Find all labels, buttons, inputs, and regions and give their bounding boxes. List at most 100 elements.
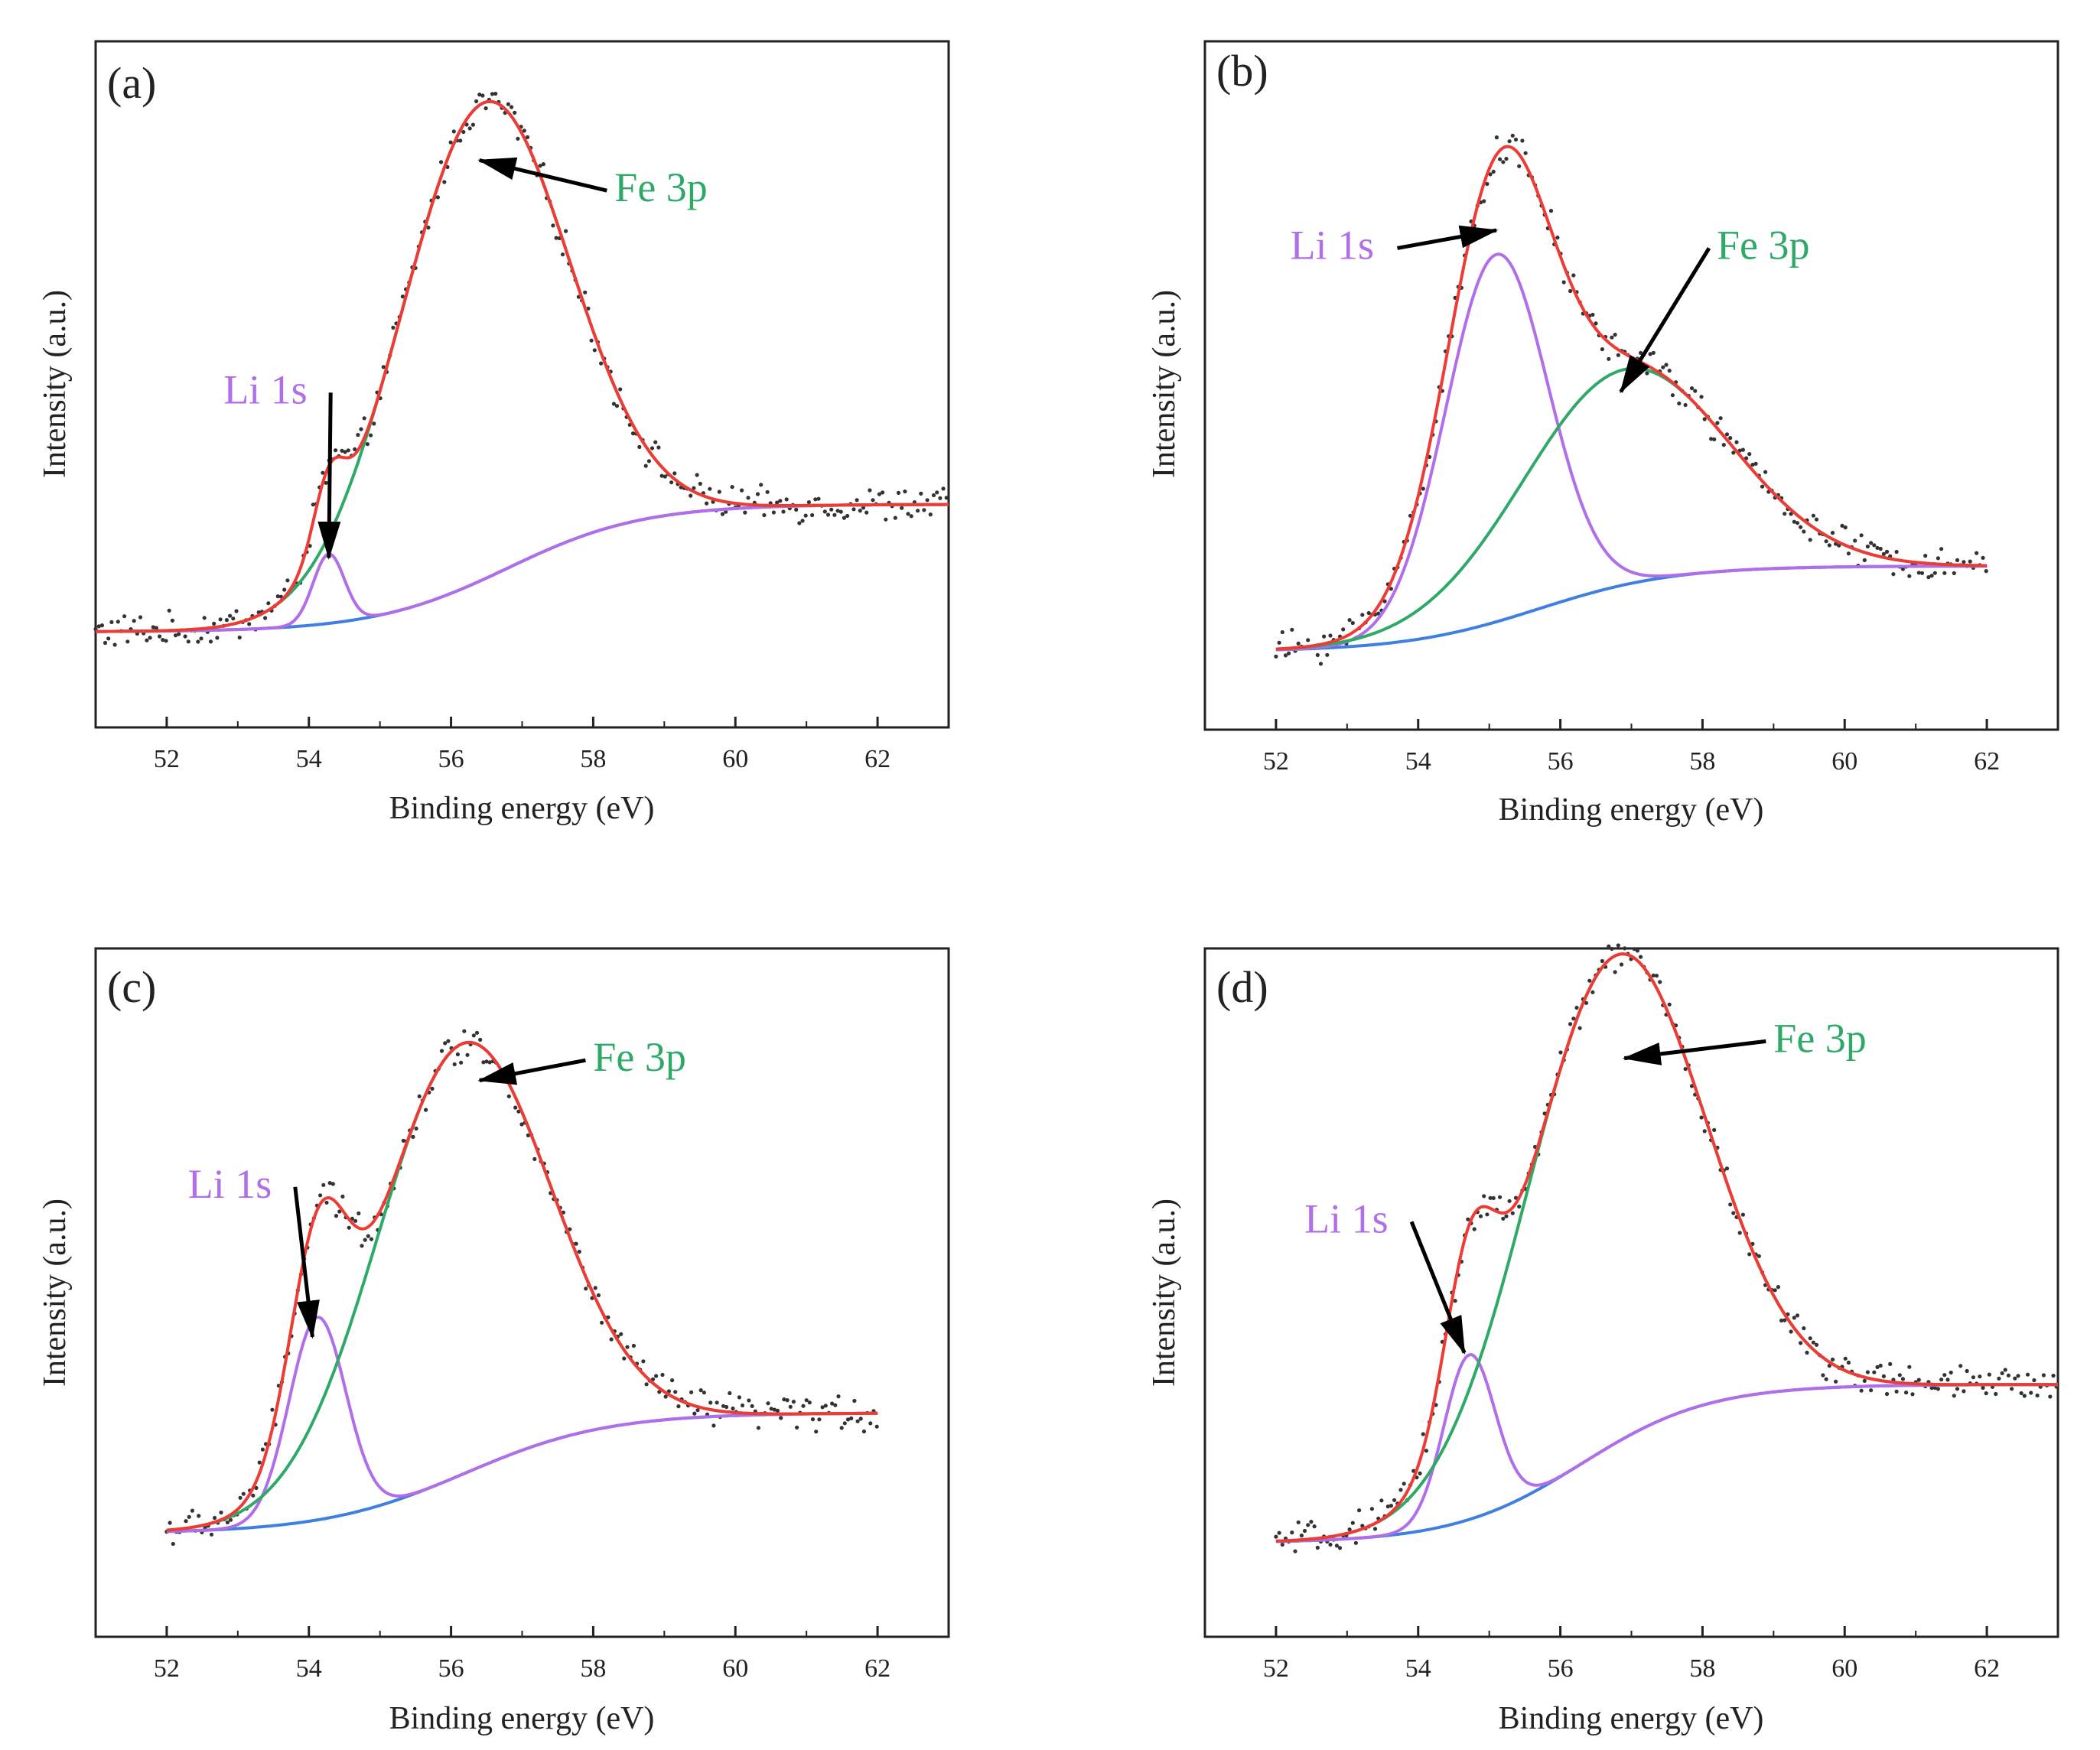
annotation-arrow bbox=[477, 157, 607, 193]
raw-data-point bbox=[1376, 611, 1381, 616]
raw-data-point bbox=[762, 512, 767, 518]
raw-data-point bbox=[96, 624, 101, 629]
raw-data-point bbox=[1337, 1546, 1343, 1550]
raw-data-point bbox=[1916, 1378, 1921, 1382]
raw-data-point bbox=[1740, 447, 1745, 452]
raw-data-point bbox=[2016, 1374, 2020, 1378]
raw-data-point bbox=[1293, 1549, 1297, 1553]
raw-data-point bbox=[1654, 974, 1659, 978]
raw-data-point bbox=[769, 1407, 773, 1411]
raw-data-point bbox=[568, 1227, 572, 1231]
raw-data-point bbox=[356, 433, 360, 438]
raw-data-point bbox=[1763, 470, 1768, 474]
plot-frame bbox=[1203, 40, 2059, 731]
raw-data-point bbox=[270, 1407, 275, 1412]
raw-data-point bbox=[340, 1194, 345, 1199]
raw-data-point bbox=[816, 496, 821, 501]
raw-data-point bbox=[1347, 618, 1352, 623]
raw-data-point bbox=[1936, 1387, 1940, 1391]
raw-data-point bbox=[906, 512, 910, 516]
raw-data-point bbox=[443, 1041, 448, 1046]
raw-data-point bbox=[506, 102, 511, 106]
raw-data-point bbox=[237, 635, 242, 640]
raw-data-point bbox=[1315, 1545, 1320, 1550]
x-tick-label: 58 bbox=[580, 1654, 606, 1683]
raw-data-point bbox=[360, 1244, 364, 1248]
raw-data-point bbox=[1677, 401, 1682, 406]
raw-data-point bbox=[1795, 1313, 1800, 1318]
raw-data-point bbox=[1494, 135, 1499, 140]
raw-data-point bbox=[151, 625, 155, 629]
raw-data-point bbox=[448, 140, 453, 145]
raw-data-point bbox=[810, 512, 815, 518]
raw-data-point bbox=[695, 473, 699, 477]
raw-data-point bbox=[1587, 978, 1592, 983]
raw-data-point bbox=[1693, 389, 1698, 393]
raw-data-point bbox=[676, 1404, 681, 1409]
annotation-label: Fe 3p bbox=[1717, 222, 1810, 268]
raw-data-point bbox=[1919, 571, 1925, 575]
raw-data-point bbox=[766, 1401, 770, 1406]
raw-data-point bbox=[803, 513, 808, 518]
raw-data-point bbox=[334, 1214, 339, 1218]
raw-data-point bbox=[1639, 350, 1643, 355]
raw-data-point bbox=[637, 444, 642, 450]
raw-data-point bbox=[1501, 160, 1506, 164]
raw-data-point bbox=[785, 1398, 790, 1403]
raw-data-point bbox=[1843, 1356, 1848, 1361]
raw-data-point bbox=[813, 497, 818, 502]
raw-data-point bbox=[611, 402, 617, 406]
raw-data-point bbox=[1942, 571, 1947, 575]
raw-data-point bbox=[1520, 138, 1525, 143]
raw-data-point bbox=[324, 1200, 329, 1205]
raw-data-point bbox=[1894, 1389, 1899, 1394]
raw-data-point bbox=[1664, 363, 1669, 367]
raw-data-point bbox=[1274, 654, 1278, 659]
raw-data-point bbox=[900, 506, 904, 510]
raw-data-point bbox=[1878, 1363, 1883, 1368]
raw-data-point bbox=[1859, 533, 1864, 538]
raw-data-point bbox=[1721, 443, 1726, 447]
raw-data-point bbox=[1334, 1543, 1339, 1548]
raw-data-point bbox=[750, 1404, 754, 1408]
annotation-arrow bbox=[1619, 247, 1711, 394]
raw-data-point bbox=[1571, 273, 1576, 278]
raw-data-point bbox=[702, 1391, 707, 1395]
raw-data-point bbox=[1789, 1329, 1793, 1334]
raw-data-point bbox=[1296, 1520, 1301, 1524]
annotation-label: Li 1s bbox=[188, 1161, 272, 1207]
raw-data-point bbox=[747, 1398, 751, 1403]
raw-data-point bbox=[855, 498, 859, 503]
raw-data-point bbox=[1360, 613, 1365, 617]
y-axis-label: Intensity (a.u.) bbox=[1147, 1199, 1182, 1387]
raw-data-point bbox=[1737, 1231, 1742, 1235]
raw-data-point bbox=[1840, 523, 1844, 529]
raw-data-point bbox=[775, 1408, 780, 1413]
raw-data-point bbox=[868, 488, 872, 493]
raw-data-point bbox=[740, 488, 744, 493]
raw-data-point bbox=[1491, 169, 1496, 174]
raw-data-point bbox=[1277, 640, 1281, 645]
raw-data-point bbox=[1702, 417, 1707, 421]
raw-data-point bbox=[1683, 1067, 1688, 1072]
raw-data-point bbox=[1734, 440, 1739, 444]
raw-data-point bbox=[653, 440, 658, 444]
raw-data-point bbox=[516, 136, 520, 141]
raw-data-point bbox=[506, 1094, 511, 1098]
raw-data-point bbox=[836, 1394, 841, 1399]
x-tick-label: 62 bbox=[864, 745, 890, 773]
raw-data-point bbox=[1740, 1212, 1745, 1217]
raw-data-point bbox=[1702, 1129, 1707, 1134]
raw-data-point bbox=[2019, 1391, 2023, 1396]
raw-data-point bbox=[1843, 525, 1848, 530]
raw-data-point bbox=[1472, 1227, 1477, 1231]
raw-data-point bbox=[334, 448, 338, 453]
raw-data-point bbox=[1869, 1388, 1874, 1393]
raw-data-point bbox=[266, 601, 271, 606]
raw-data-point bbox=[1328, 1542, 1333, 1547]
raw-data-point bbox=[1424, 1449, 1428, 1453]
raw-data-point bbox=[756, 1426, 761, 1430]
raw-data-point bbox=[224, 618, 229, 623]
raw-data-point bbox=[807, 1400, 812, 1405]
y-axis-label: Intensity (a.u.) bbox=[1147, 290, 1182, 478]
